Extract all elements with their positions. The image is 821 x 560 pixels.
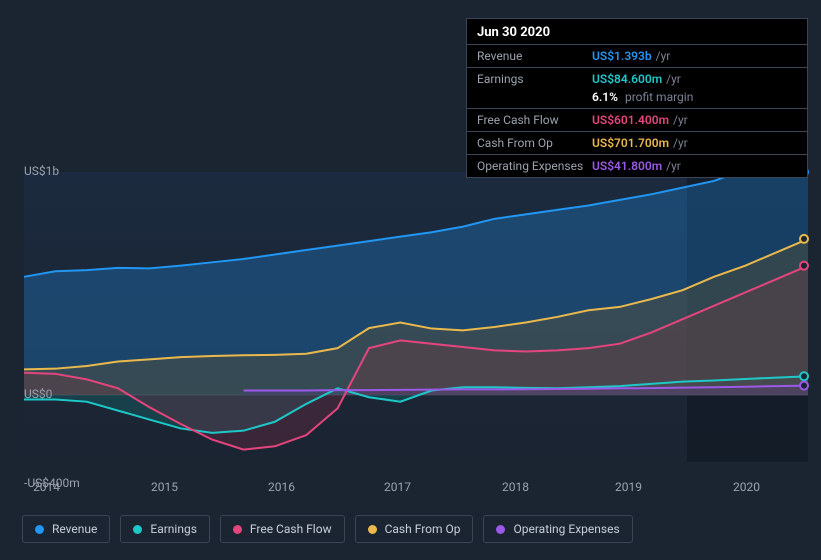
tooltip-label: Cash From Op bbox=[477, 136, 592, 150]
legend-swatch bbox=[496, 525, 505, 534]
tooltip-subtext: profit margin bbox=[622, 90, 693, 104]
legend-label: Operating Expenses bbox=[513, 522, 619, 536]
x-axis-label: 2018 bbox=[502, 480, 529, 494]
chart-legend: Revenue Earnings Free Cash Flow Cash From O… bbox=[22, 515, 633, 543]
x-axis-label: 2016 bbox=[268, 480, 295, 494]
x-axis-label: 2017 bbox=[384, 480, 411, 494]
tooltip-row: EarningsUS$84.600m/yr bbox=[467, 67, 807, 90]
x-axis-label: 2015 bbox=[151, 480, 178, 494]
tooltip-row: Operating ExpensesUS$41.800m/yr bbox=[467, 154, 807, 177]
tooltip-label: Revenue bbox=[477, 49, 592, 63]
legend-label: Cash From Op bbox=[385, 522, 461, 536]
endpoint-earnings bbox=[800, 372, 808, 380]
tooltip-unit: /yr bbox=[666, 72, 681, 86]
tooltip-value: US$1.393b bbox=[592, 49, 652, 63]
tooltip-subvalue: 6.1% bbox=[592, 90, 618, 104]
tooltip-value: US$601.400m bbox=[592, 113, 669, 127]
tooltip-spacer bbox=[477, 90, 592, 104]
tooltip-row: RevenueUS$1.393b/yr bbox=[467, 44, 807, 67]
chart-tooltip: Jun 30 2020 RevenueUS$1.393b/yrEarningsU… bbox=[466, 18, 808, 178]
tooltip-unit: /yr bbox=[673, 136, 688, 150]
x-axis-label: 2020 bbox=[733, 480, 760, 494]
tooltip-value: US$41.800m bbox=[592, 159, 662, 173]
legend-label: Revenue bbox=[52, 522, 97, 536]
endpoint-cfo bbox=[800, 235, 808, 243]
x-axis-label: 2014 bbox=[33, 480, 60, 494]
tooltip-unit: /yr bbox=[656, 49, 671, 63]
legend-swatch bbox=[368, 525, 377, 534]
tooltip-date: Jun 30 2020 bbox=[467, 19, 807, 44]
endpoint-opex bbox=[800, 382, 808, 390]
tooltip-label: Free Cash Flow bbox=[477, 113, 592, 127]
tooltip-label: Earnings bbox=[477, 72, 592, 86]
tooltip-subrow: 6.1% profit margin bbox=[467, 90, 807, 108]
endpoint-fcf bbox=[800, 262, 808, 270]
y-axis-label: US$0 bbox=[24, 387, 52, 401]
tooltip-row: Cash From OpUS$701.700m/yr bbox=[467, 131, 807, 154]
y-axis-label: US$1b bbox=[24, 164, 59, 178]
legend-item-revenue[interactable]: Revenue bbox=[22, 515, 110, 543]
legend-label: Free Cash Flow bbox=[250, 522, 332, 536]
tooltip-value: US$84.600m bbox=[592, 72, 662, 86]
tooltip-label: Operating Expenses bbox=[477, 159, 592, 173]
legend-item-earnings[interactable]: Earnings bbox=[120, 515, 210, 543]
legend-swatch bbox=[35, 525, 44, 534]
legend-swatch bbox=[133, 525, 142, 534]
legend-item-fcf[interactable]: Free Cash Flow bbox=[220, 515, 345, 543]
tooltip-unit: /yr bbox=[666, 159, 681, 173]
legend-swatch bbox=[233, 525, 242, 534]
tooltip-value: US$701.700m bbox=[592, 136, 669, 150]
tooltip-unit: /yr bbox=[673, 113, 688, 127]
tooltip-row: Free Cash FlowUS$601.400m/yr bbox=[467, 108, 807, 131]
x-axis-label: 2019 bbox=[615, 480, 642, 494]
legend-item-cfo[interactable]: Cash From Op bbox=[355, 515, 474, 543]
legend-label: Earnings bbox=[150, 522, 197, 536]
legend-item-opex[interactable]: Operating Expenses bbox=[483, 515, 632, 543]
